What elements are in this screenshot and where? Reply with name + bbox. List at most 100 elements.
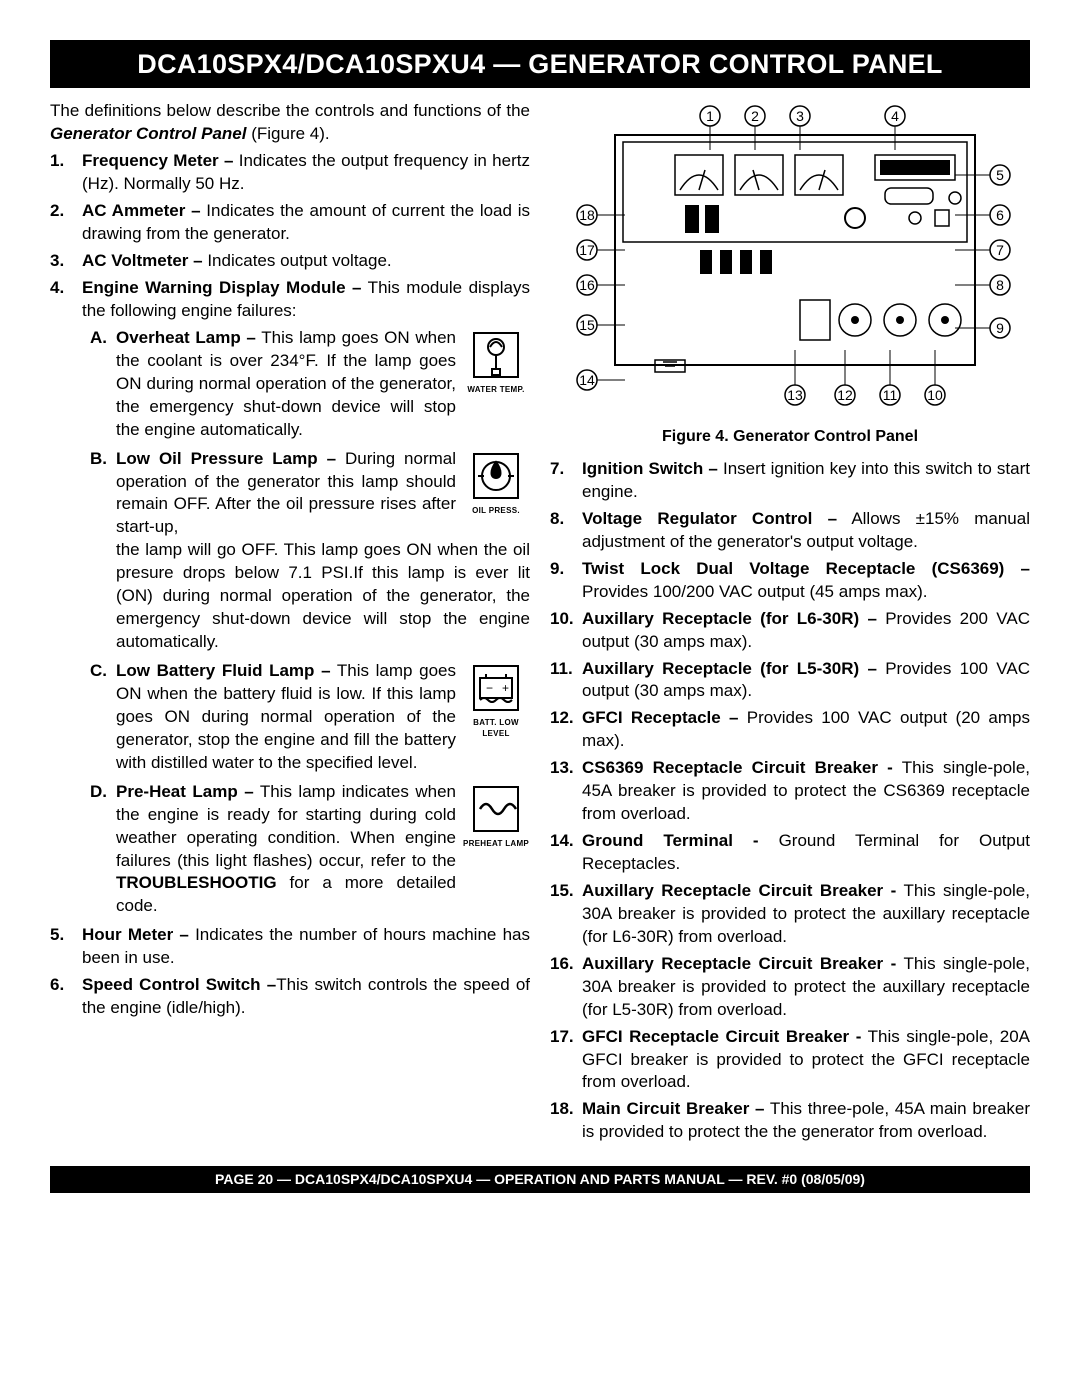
callout-number: 8: [996, 277, 1004, 293]
sub-body: Low Battery Fluid Lamp – This lamp goes …: [116, 660, 530, 775]
callout-number: 3: [796, 108, 804, 124]
item-body: Ground Terminal - Ground Terminal for Ou…: [582, 830, 1030, 876]
item-body: Frequency Meter – Indicates the output f…: [82, 150, 530, 196]
item-body: Speed Control Switch –This switch contro…: [82, 974, 530, 1020]
page-footer: PAGE 20 — DCA10SPX4/DCA10SPXU4 — OPERATI…: [50, 1166, 1030, 1193]
definition-item: 1.Frequency Meter – Indicates the output…: [50, 150, 530, 196]
item-body: GFCI Receptacle – Provides 100 VAC outpu…: [582, 707, 1030, 753]
figure-caption: Figure 4. Generator Control Panel: [550, 426, 1030, 448]
item-number: 4.: [50, 277, 82, 323]
icon-label: WATER TEMP.: [462, 385, 530, 396]
item-number: 15.: [550, 880, 582, 949]
item-label: Speed Control Switch –: [82, 975, 276, 994]
intro-lead: The definitions below describe the contr…: [50, 101, 530, 120]
item-label: Frequency Meter –: [82, 151, 233, 170]
item-label: Auxillary Receptacle (for L5-30R) –: [582, 659, 877, 678]
callout-number: 14: [579, 372, 595, 388]
sub-item: B.Low Oil Pressure Lamp – During normal …: [90, 448, 530, 654]
item-label: Twist Lock Dual Voltage Receptacle (CS63…: [582, 559, 1030, 578]
item-label: Hour Meter –: [82, 925, 189, 944]
item-label: Auxillary Receptacle (for L6-30R) –: [582, 609, 877, 628]
sub-label: Low Oil Pressure Lamp –: [116, 449, 336, 468]
callout-number: 18: [579, 207, 595, 223]
item-label: Auxillary Receptacle Circuit Breaker -: [582, 881, 896, 900]
sub-label: Low Battery Fluid Lamp –: [116, 661, 331, 680]
sub-tail-bold: TROUBLESHOOTIG: [116, 873, 277, 892]
definition-item: 3.AC Voltmeter – Indicates output voltag…: [50, 250, 530, 273]
water-temp-icon: [468, 327, 524, 383]
item-number: 11.: [550, 658, 582, 704]
callout-number: 9: [996, 320, 1004, 336]
item-number: 14.: [550, 830, 582, 876]
right-column: 123456789181716151413121110 Figure 4. Ge…: [550, 100, 1030, 1148]
definition-item: 15.Auxillary Receptacle Circuit Breaker …: [550, 880, 1030, 949]
callout-number: 1: [706, 108, 714, 124]
sub-letter: C.: [90, 660, 116, 775]
definition-item: 9.Twist Lock Dual Voltage Receptacle (CS…: [550, 558, 1030, 604]
item-number: 6.: [50, 974, 82, 1020]
figure-4: 123456789181716151413121110 Figure 4. Ge…: [550, 100, 1030, 448]
item-body: AC Voltmeter – Indicates output voltage.: [82, 250, 530, 273]
oil-press-icon: [468, 448, 524, 504]
left-column: The definitions below describe the contr…: [50, 100, 530, 1148]
item-body: Auxillary Receptacle Circuit Breaker - T…: [582, 953, 1030, 1022]
item-number: 7.: [550, 458, 582, 504]
item-number: 17.: [550, 1026, 582, 1095]
indicator-icon-wrap: WATER TEMP.: [462, 327, 530, 442]
item-body: Voltage Regulator Control – Allows ±15% …: [582, 508, 1030, 554]
indicator-icon-wrap: PREHEAT LAMP: [462, 781, 530, 919]
definition-item: 8.Voltage Regulator Control – Allows ±15…: [550, 508, 1030, 554]
item-number: 9.: [550, 558, 582, 604]
intro-tail: (Figure 4).: [246, 124, 329, 143]
item-number: 8.: [550, 508, 582, 554]
svg-text:+: +: [502, 681, 509, 695]
preheat-icon: [468, 781, 524, 837]
callout-number: 10: [927, 387, 943, 403]
item-label: GFCI Receptacle –: [582, 708, 738, 727]
item-body: Auxillary Receptacle (for L6-30R) – Prov…: [582, 608, 1030, 654]
item-body: GFCI Receptacle Circuit Breaker - This s…: [582, 1026, 1030, 1095]
item-number: 5.: [50, 924, 82, 970]
callout-number: 5: [996, 167, 1004, 183]
sub-label: Pre-Heat Lamp –: [116, 782, 254, 801]
callout-number: 11: [883, 387, 898, 403]
intro-text: The definitions below describe the contr…: [50, 100, 530, 146]
definition-item: 5.Hour Meter – Indicates the number of h…: [50, 924, 530, 970]
item-number: 16.: [550, 953, 582, 1022]
item-label: AC Voltmeter –: [82, 251, 203, 270]
sub-letter: A.: [90, 327, 116, 442]
intro-ref: Generator Control Panel: [50, 124, 246, 143]
definition-item: 16.Auxillary Receptacle Circuit Breaker …: [550, 953, 1030, 1022]
definitions-list-a: 1.Frequency Meter – Indicates the output…: [50, 150, 530, 323]
item-label: Engine Warning Display Module –: [82, 278, 361, 297]
callout-number: 4: [891, 108, 899, 124]
item-label: AC Ammeter –: [82, 201, 201, 220]
item-body: Engine Warning Display Module – This mod…: [82, 277, 530, 323]
definition-item: 10.Auxillary Receptacle (for L6-30R) – P…: [550, 608, 1030, 654]
definition-item: 2.AC Ammeter – Indicates the amount of c…: [50, 200, 530, 246]
definition-item: 12.GFCI Receptacle – Provides 100 VAC ou…: [550, 707, 1030, 753]
definition-item: 11.Auxillary Receptacle (for L5-30R) – P…: [550, 658, 1030, 704]
item-body: Twist Lock Dual Voltage Receptacle (CS63…: [582, 558, 1030, 604]
sub-text-cont: the lamp will go OFF. This lamp goes ON …: [116, 539, 530, 654]
item-label: GFCI Receptacle Circuit Breaker -: [582, 1027, 861, 1046]
batt-low-icon: −+: [468, 660, 524, 716]
item-number: 2.: [50, 200, 82, 246]
item-body: Ignition Switch – Insert ignition key in…: [582, 458, 1030, 504]
svg-text:−: −: [486, 681, 493, 695]
definition-item: 18.Main Circuit Breaker – This three-pol…: [550, 1098, 1030, 1144]
item-body: AC Ammeter – Indicates the amount of cur…: [82, 200, 530, 246]
item-number: 3.: [50, 250, 82, 273]
item-label: Voltage Regulator Control –: [582, 509, 837, 528]
sub-item: A.Overheat Lamp – This lamp goes ON when…: [90, 327, 530, 442]
definitions-list-b: 5.Hour Meter – Indicates the number of h…: [50, 924, 530, 1020]
callout-number: 12: [837, 387, 853, 403]
item-body: Auxillary Receptacle (for L5-30R) – Prov…: [582, 658, 1030, 704]
icon-label: BATT. LOW LEVEL: [462, 718, 530, 740]
sub-letter: D.: [90, 781, 116, 919]
sub-body: Low Oil Pressure Lamp – During normal op…: [116, 448, 530, 654]
sub-item: C.Low Battery Fluid Lamp – This lamp goe…: [90, 660, 530, 775]
item-number: 18.: [550, 1098, 582, 1144]
callout-number: 2: [751, 108, 759, 124]
definitions-list-right: 7.Ignition Switch – Insert ignition key …: [550, 458, 1030, 1144]
